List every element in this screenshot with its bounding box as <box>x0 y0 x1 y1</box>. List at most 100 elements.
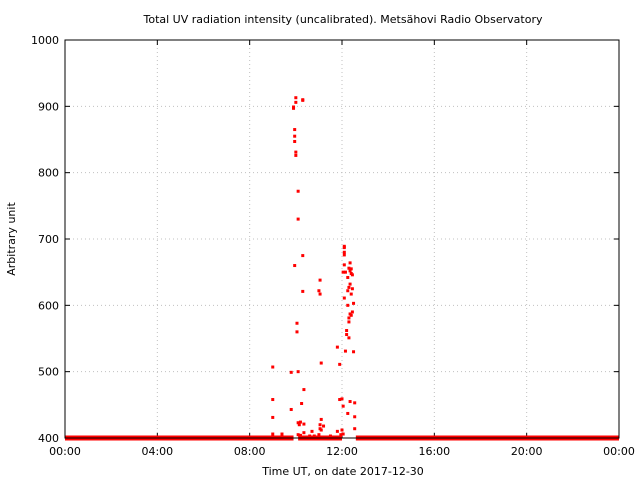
data-point <box>338 398 342 402</box>
data-point <box>349 267 353 271</box>
data-point <box>296 217 300 221</box>
data-point <box>342 296 346 300</box>
data-point <box>348 282 352 286</box>
data-point <box>317 289 321 293</box>
data-point <box>302 422 306 426</box>
data-point <box>295 330 299 334</box>
data-point <box>310 429 314 433</box>
data-point <box>271 365 275 369</box>
data-point <box>301 98 305 102</box>
data-point <box>339 433 343 437</box>
data-point <box>350 287 354 291</box>
y-tick-label: 900 <box>38 100 59 113</box>
data-point <box>317 433 321 437</box>
data-point <box>343 349 347 353</box>
data-point <box>349 292 353 296</box>
data-points <box>271 96 357 438</box>
data-point <box>335 429 339 433</box>
data-point <box>271 415 275 419</box>
x-axis-ticks: 00:00 04:00 08:00 12:00 16:00 20:00 00:00 <box>49 40 635 458</box>
data-point <box>347 316 351 320</box>
data-point <box>352 350 356 354</box>
data-point <box>293 139 297 143</box>
data-point <box>348 400 352 404</box>
y-tick-label: 700 <box>38 233 59 246</box>
y-axis-ticks: 400 500 600 700 800 900 1000 <box>31 34 619 445</box>
data-point <box>293 134 297 138</box>
data-point <box>349 313 353 317</box>
data-point <box>293 264 297 268</box>
data-point <box>293 128 297 132</box>
data-point <box>296 189 300 193</box>
data-point <box>346 303 350 307</box>
data-point <box>341 404 345 408</box>
data-point <box>347 285 351 289</box>
y-tick-label: 400 <box>38 432 59 445</box>
data-point <box>294 96 298 100</box>
data-point <box>318 278 322 282</box>
data-point <box>352 301 356 305</box>
y-tick-label: 800 <box>38 167 59 180</box>
data-point <box>295 321 299 325</box>
data-point <box>289 407 293 411</box>
data-point <box>338 362 342 366</box>
grid <box>65 40 619 438</box>
data-point <box>353 427 357 431</box>
data-point <box>341 270 345 274</box>
data-point <box>343 270 347 274</box>
data-point <box>353 415 357 419</box>
data-point <box>346 289 350 293</box>
data-point <box>301 289 305 293</box>
data-point <box>300 402 304 406</box>
data-point <box>302 431 306 435</box>
data-point <box>271 398 275 402</box>
data-point <box>322 424 326 428</box>
data-point <box>346 275 350 279</box>
data-point <box>342 250 346 254</box>
data-point <box>342 246 346 250</box>
data-point <box>296 433 300 437</box>
x-tick-label: 08:00 <box>234 445 266 458</box>
data-point <box>319 361 323 365</box>
x-tick-label: 20:00 <box>511 445 543 458</box>
data-point <box>346 411 350 415</box>
x-tick-label: 00:00 <box>49 445 81 458</box>
chart-title: Total UV radiation intensity (uncalibrat… <box>143 13 543 26</box>
data-point <box>353 401 357 405</box>
data-point <box>301 254 305 258</box>
x-tick-label: 16:00 <box>418 445 450 458</box>
data-point <box>292 105 296 109</box>
data-point <box>350 273 354 277</box>
data-point <box>312 434 316 438</box>
data-point <box>342 253 346 257</box>
data-point <box>347 266 351 270</box>
data-point <box>318 292 322 296</box>
data-point <box>298 433 302 437</box>
y-axis-label: Arbitrary unit <box>5 202 18 276</box>
data-point <box>345 333 349 337</box>
plot-frame <box>64 39 620 439</box>
data-point <box>289 370 293 374</box>
y-tick-label: 1000 <box>31 34 59 47</box>
data-point <box>345 329 349 333</box>
data-point <box>347 336 351 340</box>
data-point <box>348 269 352 273</box>
data-point <box>296 370 300 374</box>
data-point <box>294 153 298 157</box>
data-point <box>296 421 300 425</box>
x-axis-label: Time UT, on date 2017-12-30 <box>261 465 424 478</box>
data-point <box>350 310 354 314</box>
data-point <box>297 423 301 427</box>
data-point <box>294 100 298 104</box>
data-point <box>302 388 306 392</box>
data-point <box>348 261 352 265</box>
data-point <box>308 434 312 438</box>
data-point <box>340 397 344 401</box>
x-tick-label: 04:00 <box>141 445 173 458</box>
x-tick-label: 12:00 <box>326 445 358 458</box>
y-tick-label: 600 <box>38 299 59 312</box>
y-tick-label: 500 <box>38 366 59 379</box>
data-point <box>280 432 284 436</box>
data-point <box>347 320 351 324</box>
data-point <box>340 428 344 432</box>
